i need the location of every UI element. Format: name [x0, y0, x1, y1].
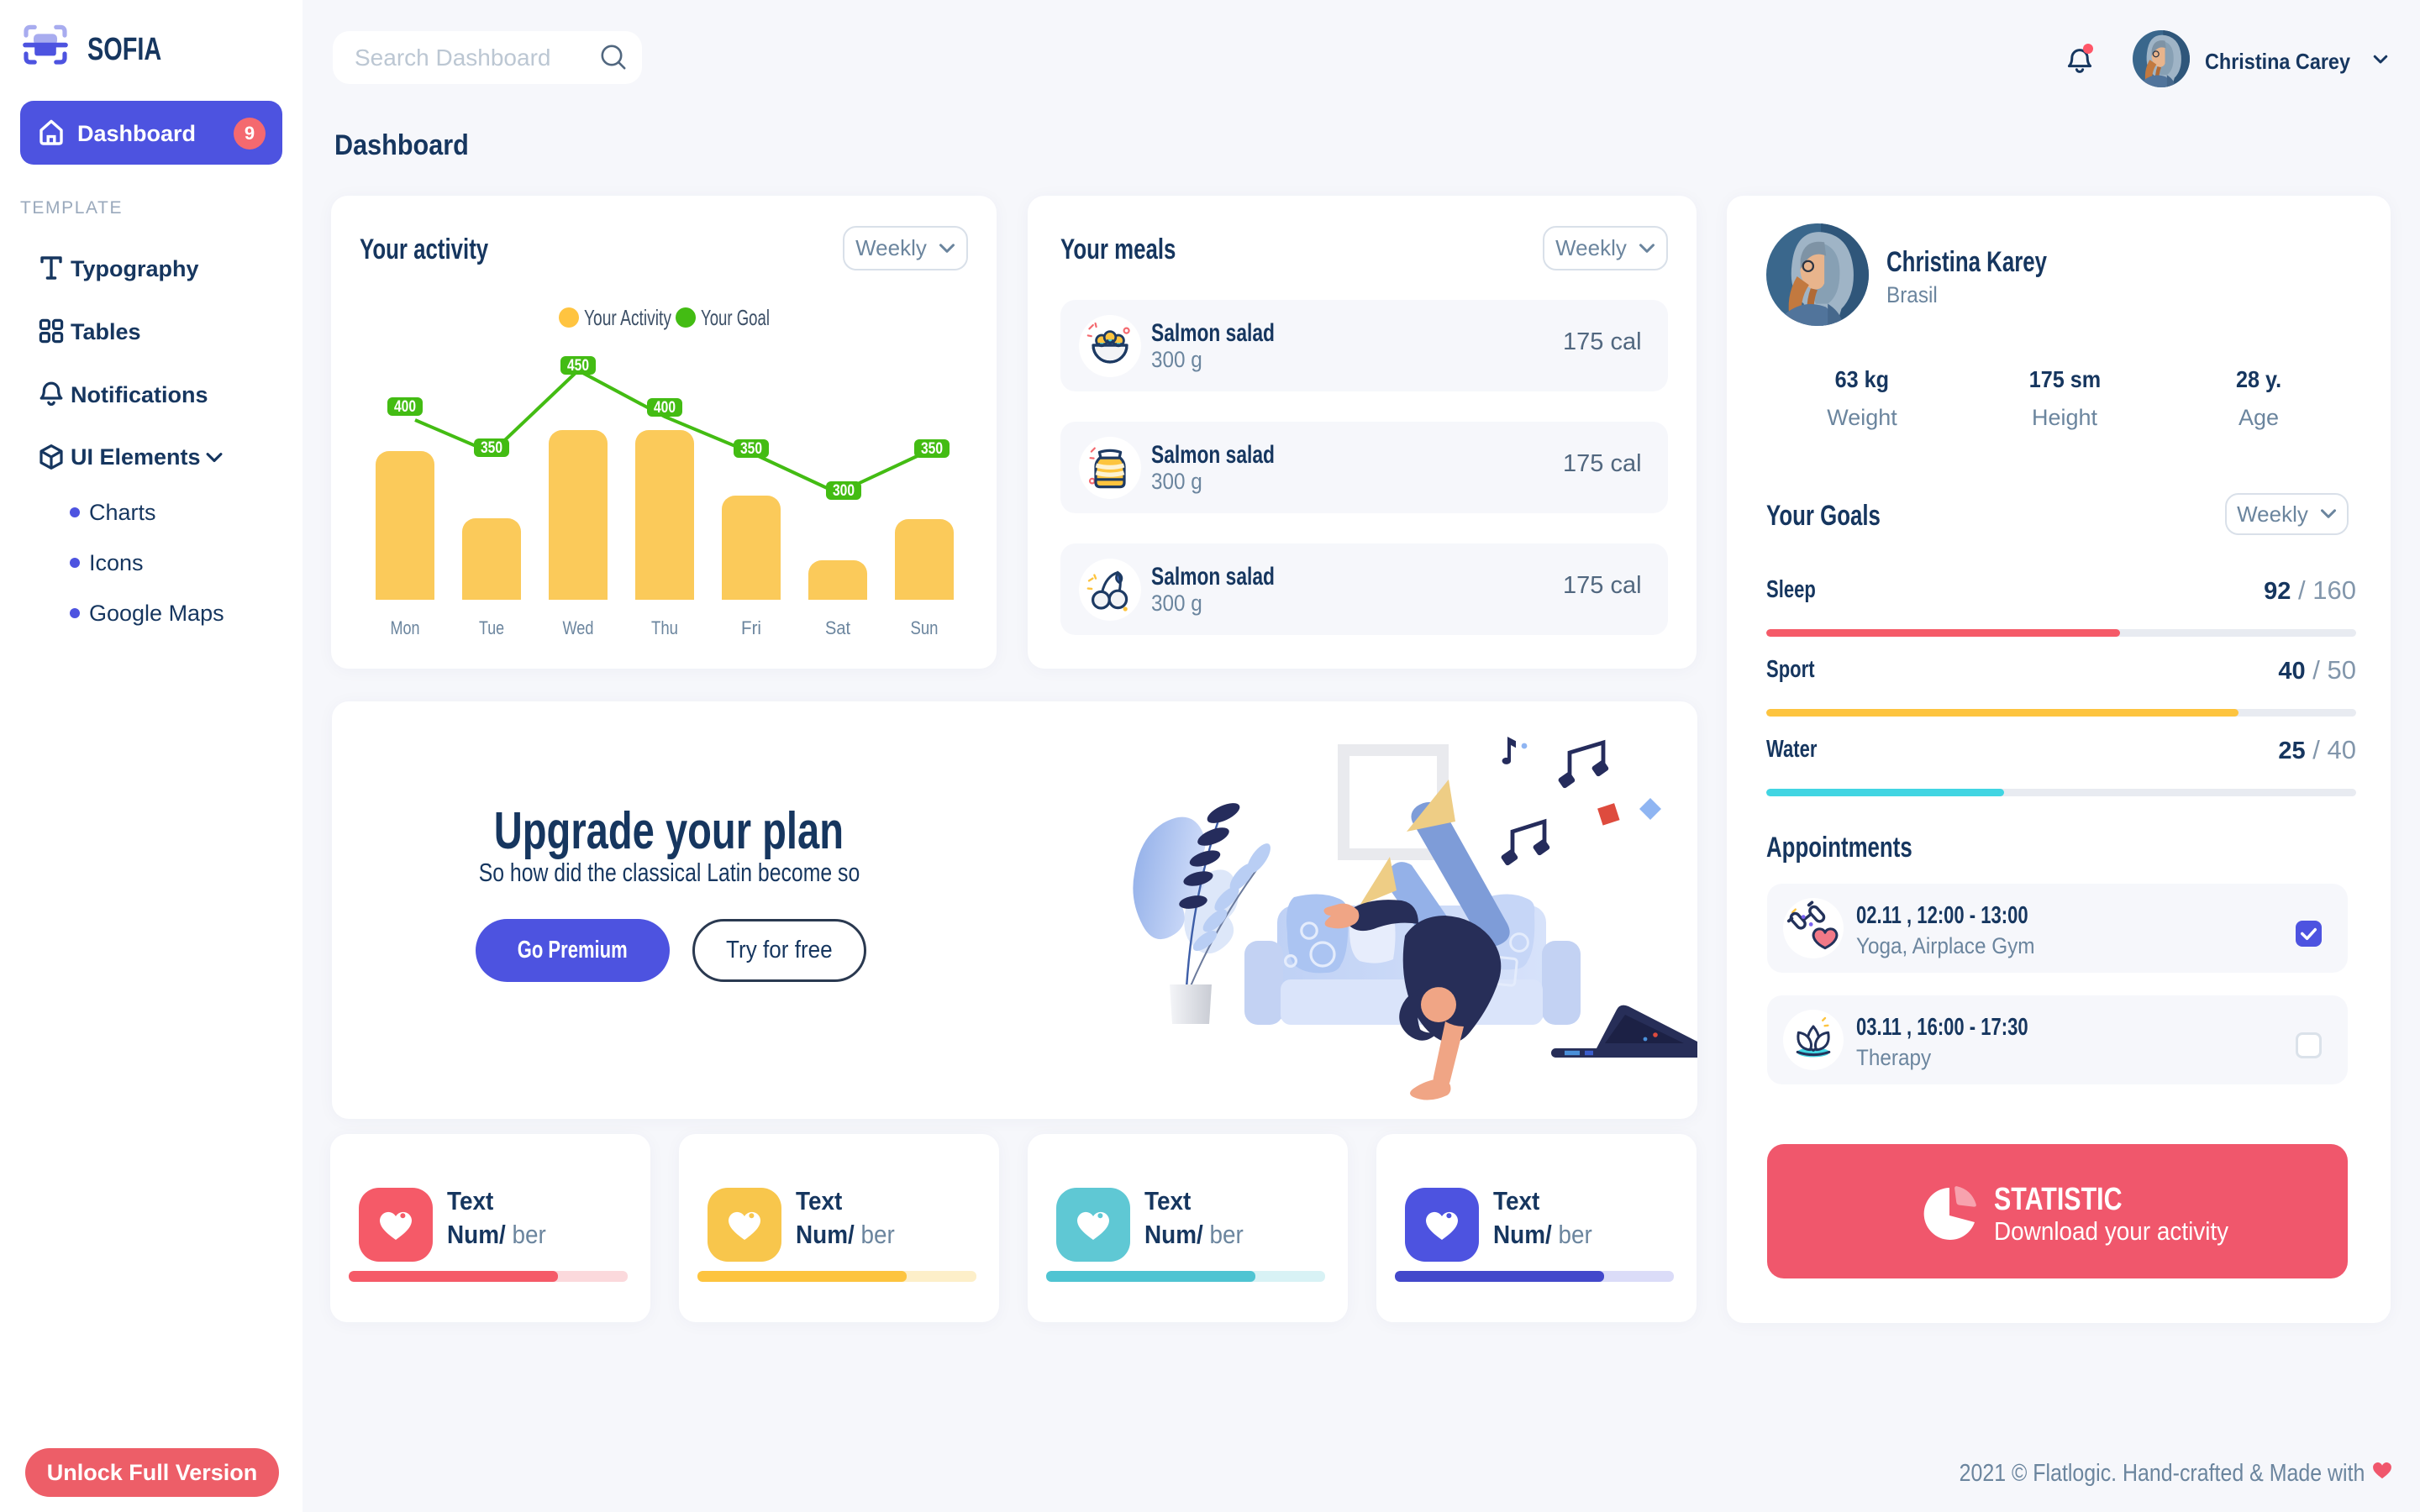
svg-text:350: 350	[740, 440, 762, 458]
svg-text:400: 400	[394, 398, 416, 416]
svg-text:Wed: Wed	[563, 617, 594, 638]
svg-text:Your Activity: Your Activity	[584, 305, 671, 330]
svg-text:Sat: Sat	[825, 617, 850, 638]
svg-text:Fri: Fri	[741, 617, 761, 638]
svg-text:Your Goal: Your Goal	[701, 305, 770, 330]
svg-text:450: 450	[567, 357, 589, 375]
svg-text:Thu: Thu	[651, 617, 678, 638]
svg-text:Sun: Sun	[911, 617, 939, 638]
svg-text:300: 300	[833, 482, 855, 500]
svg-text:Mon: Mon	[391, 617, 420, 638]
svg-text:400: 400	[654, 399, 676, 417]
svg-text:350: 350	[921, 440, 943, 458]
svg-text:350: 350	[481, 439, 502, 457]
svg-text:Tue: Tue	[479, 617, 504, 638]
